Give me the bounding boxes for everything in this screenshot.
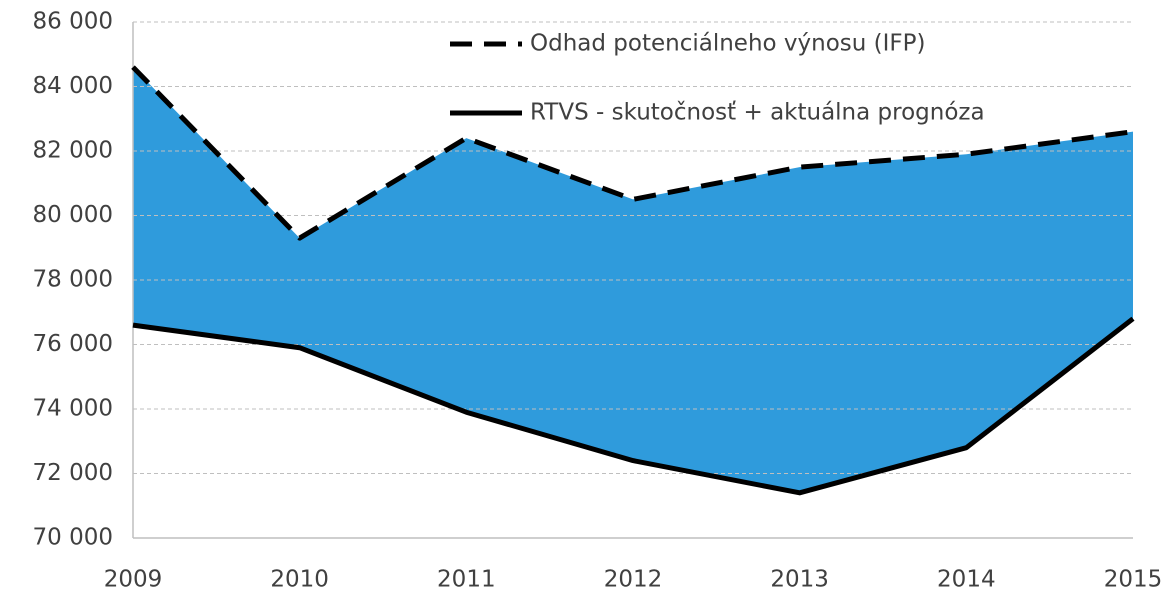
y-tick-label: 74 000 [33, 396, 113, 422]
y-tick-label: 80 000 [33, 202, 113, 228]
x-tick-label: 2015 [1104, 567, 1163, 592]
x-tick-label: 2009 [104, 567, 163, 592]
x-tick-label: 2014 [937, 567, 996, 592]
y-tick-label: 76 000 [33, 331, 113, 357]
y-tick-label: 72 000 [33, 460, 113, 486]
series-line [132, 316, 1135, 496]
y-tick-label: 84 000 [33, 73, 113, 99]
y-tick-label: 86 000 [33, 9, 113, 35]
y-tick-label: 70 000 [33, 525, 113, 551]
legend-label: RTVS - skutočnosť + aktuálna prognóza [530, 100, 985, 126]
series-line [131, 65, 1134, 241]
y-tick-label: 82 000 [33, 138, 113, 164]
x-tick-label: 2012 [604, 567, 663, 592]
x-tick-label: 2013 [770, 567, 829, 592]
legend-label: Odhad potenciálneho výnosu (IFP) [530, 31, 925, 57]
x-tick-label: 2011 [437, 567, 496, 592]
x-tick-label: 2010 [270, 567, 329, 592]
y-tick-label: 78 000 [33, 267, 113, 293]
